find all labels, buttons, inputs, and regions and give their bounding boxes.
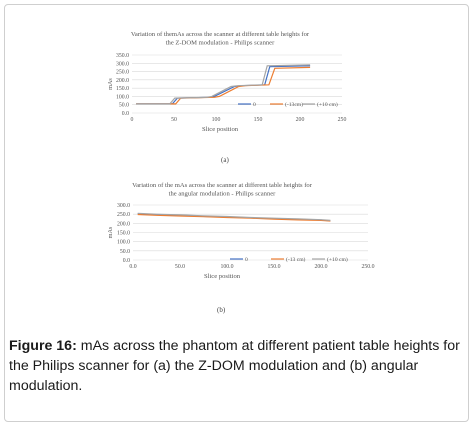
panel-a-label: (a) — [221, 156, 229, 164]
x-tick-label: 150.0 — [267, 264, 280, 270]
caption-label: Figure 16: — [9, 338, 77, 354]
y-tick-label: 150.0 — [116, 86, 129, 92]
y-tick-label: 200.0 — [117, 221, 130, 227]
legend-label: (+10 cm) — [327, 256, 348, 263]
chart-title-line: the Z-DOM modulation - Philips scanner — [166, 40, 275, 47]
y-tick-label: 100.0 — [116, 94, 129, 100]
legend-label: (-13 cm) — [286, 256, 306, 263]
x-tick-label: 50.0 — [175, 264, 185, 270]
x-axis-label: Slice position — [204, 273, 241, 280]
panel-b-label: (b) — [217, 306, 226, 314]
legend-label: (-13cm) — [285, 101, 303, 108]
x-tick-label: 200 — [296, 117, 305, 123]
x-tick-label: 200.0 — [314, 264, 327, 270]
y-axis-label: mAs — [107, 226, 114, 238]
y-tick-label: 0.0 — [122, 111, 129, 117]
series-line-1 — [137, 213, 331, 222]
chart-title-line: Variation of themAs across the scanner a… — [131, 31, 310, 38]
y-tick-label: 350.0 — [116, 53, 129, 59]
y-tick-label: 100.0 — [117, 240, 130, 246]
x-tick-label: 150 — [254, 117, 263, 123]
y-tick-label: 50.0 — [119, 103, 129, 109]
x-tick-label: 0.0 — [129, 264, 136, 270]
legend-label: 0 — [253, 102, 256, 108]
series-line-2 — [137, 212, 331, 221]
legend-label: 0 — [245, 257, 248, 263]
x-tick-label: 250.0 — [361, 264, 374, 270]
chart-title-line: the angular modulation - Philips scanner — [169, 191, 277, 198]
y-tick-label: 0.0 — [123, 258, 130, 264]
y-tick-label: 250.0 — [116, 70, 129, 76]
x-tick-label: 250 — [338, 117, 347, 123]
y-tick-label: 200.0 — [116, 78, 129, 84]
chart-a: Variation of themAs across the scanner a… — [107, 31, 347, 133]
figure-caption: Figure 16: mAs across the phantom at dif… — [9, 336, 464, 396]
figure-frame — [4, 4, 469, 422]
x-tick-label: 100.0 — [220, 264, 233, 270]
x-tick-label: 0 — [131, 117, 134, 123]
y-tick-label: 300.0 — [116, 61, 129, 67]
y-tick-label: 50.0 — [120, 249, 130, 255]
y-tick-label: 300.0 — [117, 203, 130, 209]
chart-b: Variation of the mAs across the scanner … — [107, 182, 375, 280]
y-tick-label: 150.0 — [117, 231, 130, 237]
series-line-2 — [136, 64, 311, 105]
series-line-0 — [136, 65, 311, 105]
legend-label: (+10 cm) — [317, 101, 338, 108]
y-axis-label: mAs — [107, 78, 114, 90]
y-tick-label: 250.0 — [117, 212, 130, 218]
caption-text: mAs across the phantom at different pati… — [9, 338, 460, 394]
x-axis-label: Slice position — [202, 126, 239, 133]
x-tick-label: 100 — [212, 117, 221, 123]
series-line-1 — [136, 66, 311, 105]
x-tick-label: 50 — [171, 117, 177, 123]
chart-title-line: Variation of the mAs across the scanner … — [132, 182, 313, 189]
